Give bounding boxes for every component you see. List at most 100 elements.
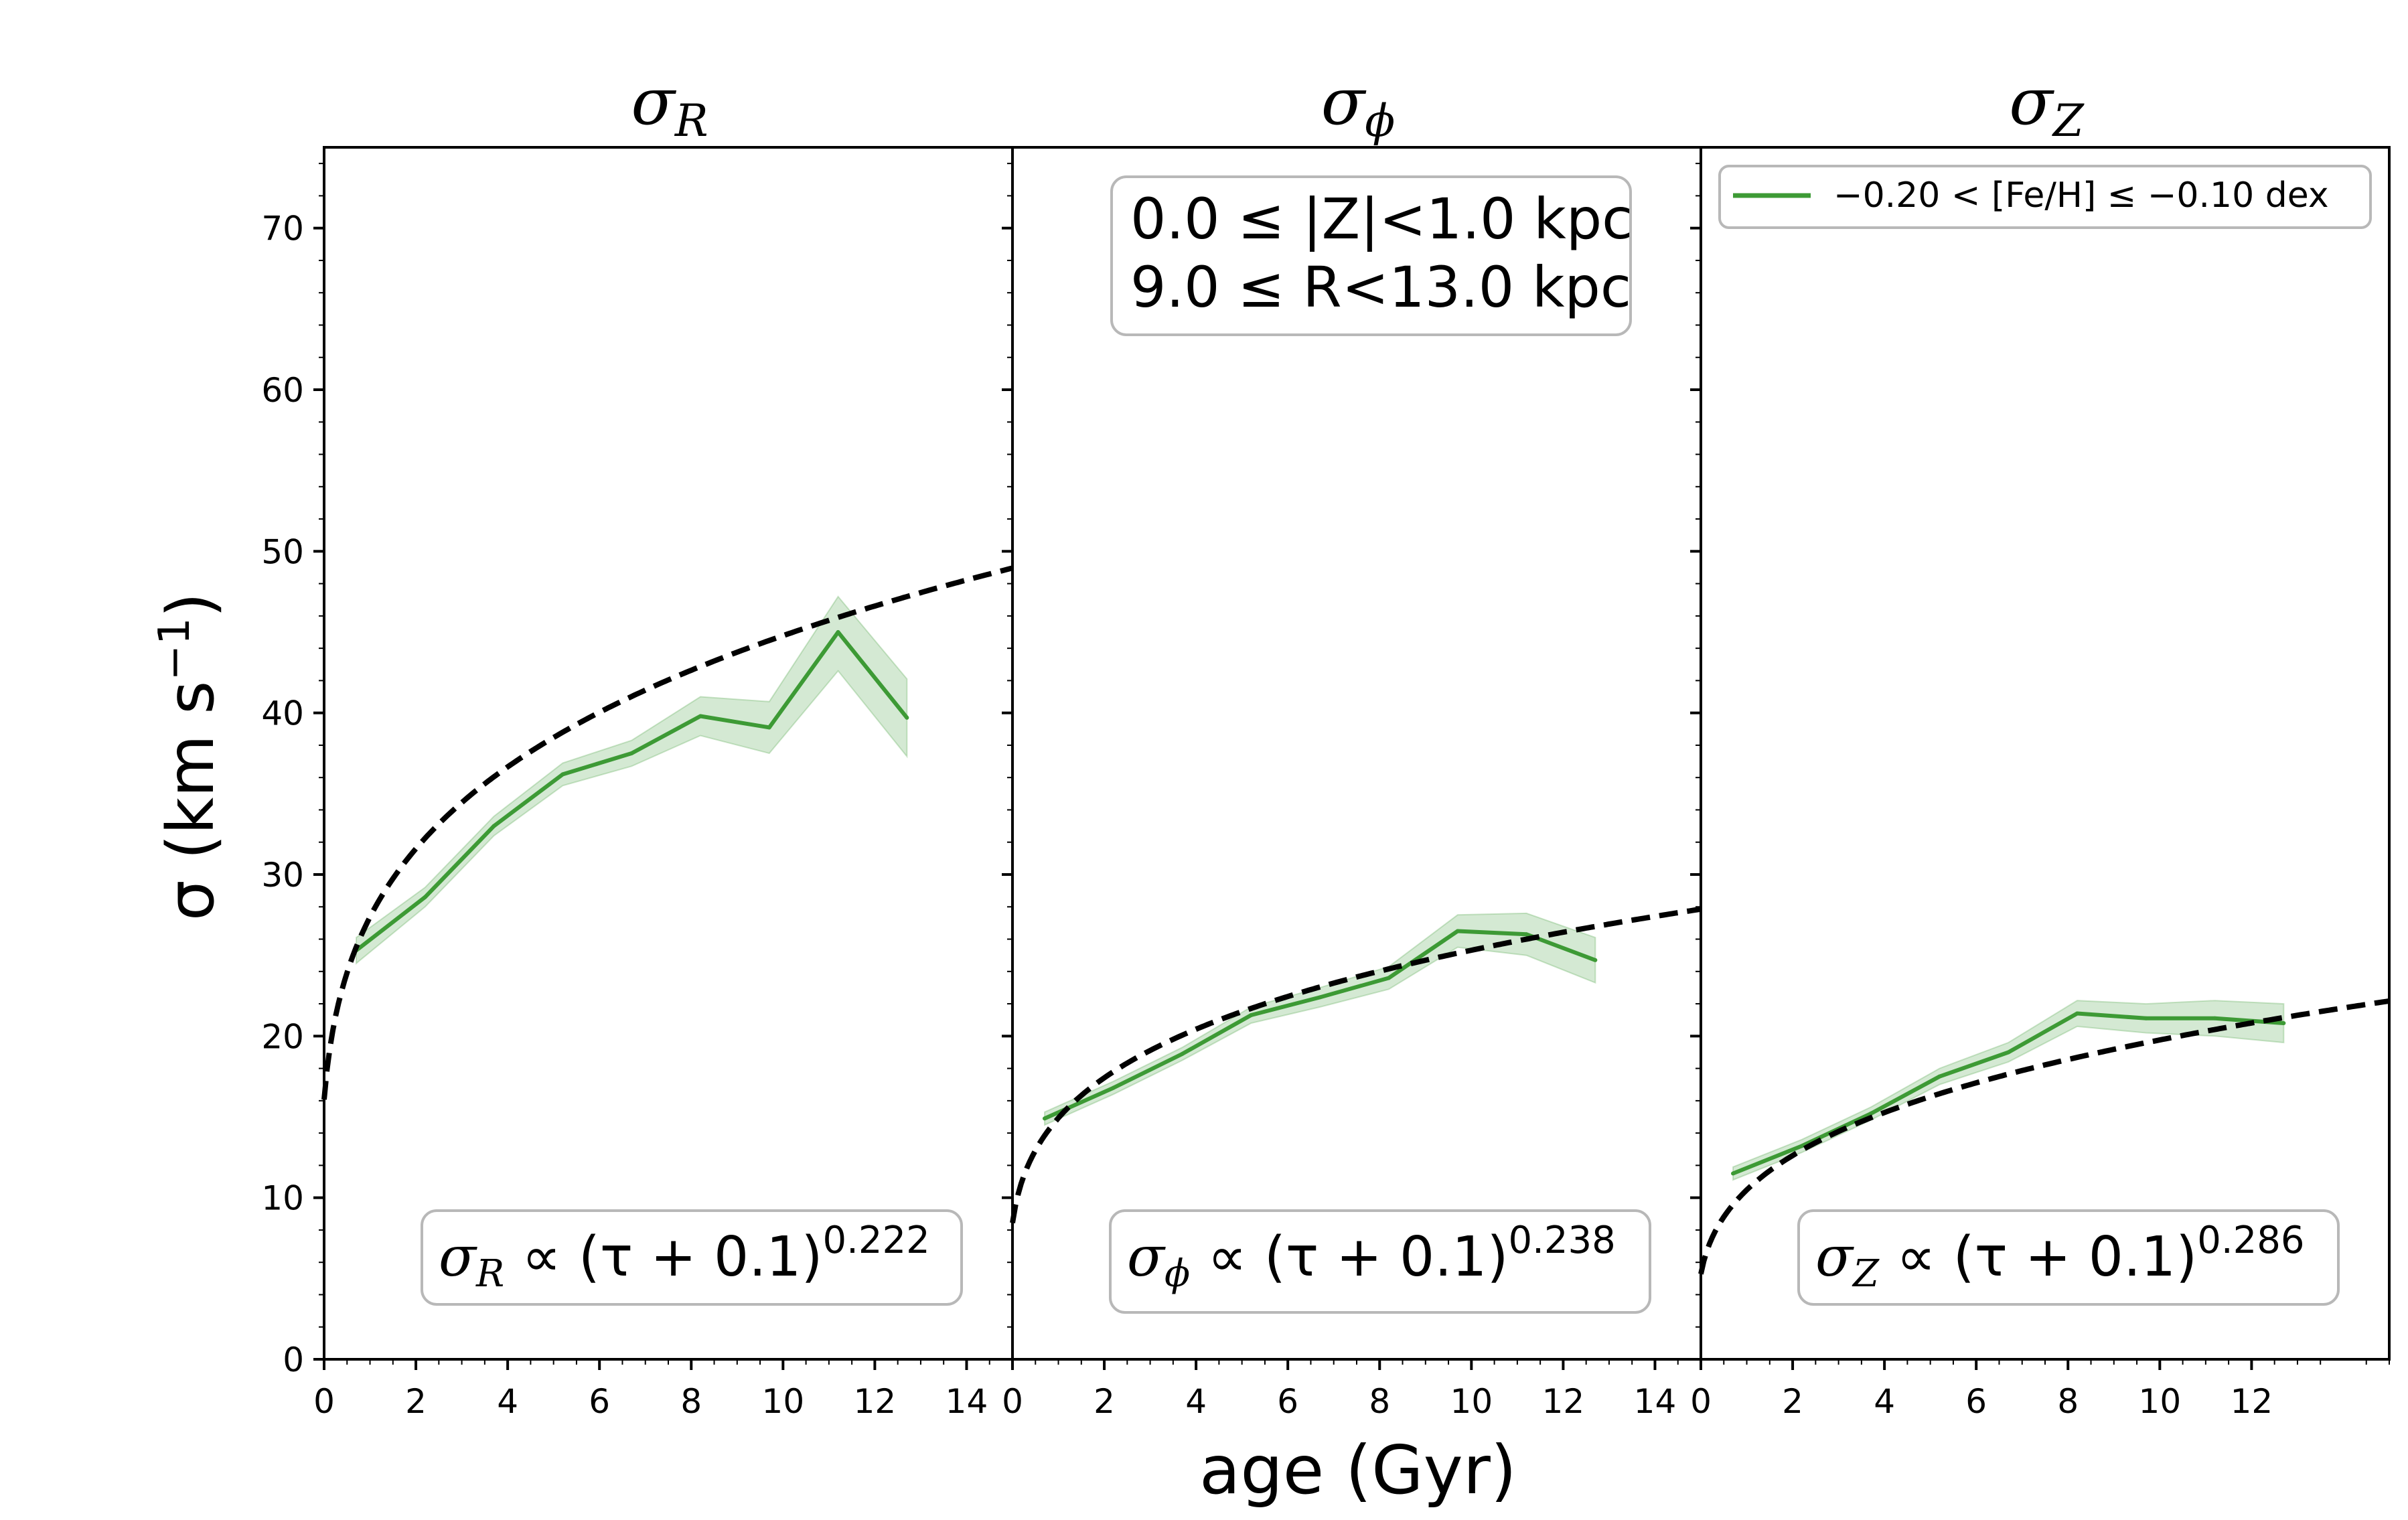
data-point-sigma-z: [2075, 1011, 2079, 1016]
panel-title-sigma-z: σZ: [2009, 64, 2085, 147]
error-band-sigma-z: [1732, 1000, 2285, 1181]
legend-entry: −0.20 < [Fe/H] ≤ −0.10 dex: [1833, 175, 2329, 216]
panel-sigma-z: 0 2 4 6 8 10 12: [1690, 146, 2391, 1421]
region-annotation-z-range: 0.0 ≤ |Z|<1.0 kpc: [1130, 186, 1633, 252]
x-tick-label-sigma-phi: 10: [1450, 1382, 1493, 1421]
x-tick-label-sigma-z: 2: [1782, 1382, 1803, 1421]
y-tick-label-sigma-r: 20: [261, 1017, 304, 1056]
region-annotation-frame: [1110, 175, 1632, 336]
y-tick-label-sigma-r: 60: [261, 371, 304, 410]
data-point-sigma-z: [2281, 1021, 2286, 1026]
plot-frame-sigma-r: [323, 146, 1014, 1361]
data-point-sigma-z: [1937, 1074, 1942, 1079]
data-point-sigma-z: [1730, 1171, 1735, 1176]
data-point-sigma-phi: [1042, 1116, 1047, 1121]
data-point-sigma-z: [2143, 1016, 2148, 1020]
x-tick-label-sigma-phi: 12: [1542, 1382, 1585, 1421]
series-line-sigma-z: [1732, 1011, 2284, 1176]
y-tick-label-sigma-r: 30: [261, 856, 304, 895]
error-band-sigma-r: [356, 595, 908, 965]
fit-curve-sigma-phi: [1010, 906, 1702, 1223]
fit-label-sigma-r-expr: ∝ (τ + 0.1): [504, 1225, 822, 1289]
x-tick-label-sigma-z: 4: [1874, 1382, 1895, 1421]
data-point-sigma-phi: [1318, 995, 1323, 1000]
fit-label-sigma-r: σR ∝ (τ + 0.1)0.222: [421, 1209, 963, 1306]
y-axis-label-close: ): [153, 593, 228, 617]
x-tick-label-sigma-phi: 2: [1094, 1382, 1115, 1421]
data-point-sigma-r: [767, 725, 771, 730]
data-point-sigma-phi: [1180, 1051, 1185, 1056]
x-tick-label-sigma-r: 12: [854, 1382, 897, 1421]
x-tick-label-sigma-r: 8: [680, 1382, 702, 1421]
panel-sigma-r: 0 2 4 6 8 10 12 14 0 10 20 30 40 50 60 70: [261, 146, 1014, 1421]
x-tick-label-sigma-phi: 0: [1002, 1382, 1023, 1421]
legend-frame: [1718, 165, 2372, 229]
fit-label-sigma-r-subscript: R: [475, 1252, 504, 1296]
x-tick-label-sigma-z: 0: [1690, 1382, 1712, 1421]
data-point-sigma-r: [836, 630, 840, 634]
x-tick-label-sigma-r: 0: [313, 1382, 335, 1421]
data-point-sigma-phi: [1455, 929, 1460, 933]
data-point-sigma-z: [2006, 1050, 2011, 1055]
x-tick-label-sigma-r: 10: [762, 1382, 805, 1421]
panel-title-sigma-z-symbol: σ: [2009, 64, 2054, 139]
fit-label-sigma-r-text: σR ∝ (τ + 0.1)0.222: [439, 1219, 930, 1296]
legend: −0.20 < [Fe/H] ≤ −0.10 dex: [1718, 165, 2372, 229]
data-point-sigma-r: [492, 824, 496, 828]
data-point-sigma-z: [2212, 1016, 2217, 1020]
fit-curve-sigma-r: [321, 565, 1013, 1100]
x-tick-label-sigma-z: 6: [1965, 1382, 1987, 1421]
x-tick-label-sigma-z: 8: [2057, 1382, 2079, 1421]
y-tick-label-sigma-r: 40: [261, 694, 304, 733]
fit-label-sigma-z-exponent: 0.286: [2197, 1219, 2304, 1262]
x-tick-label-sigma-r: 2: [405, 1382, 427, 1421]
fit-label-sigma-phi-exponent: 0.238: [1508, 1219, 1615, 1262]
x-tick-label-sigma-r: 4: [497, 1382, 518, 1421]
panel-title-sigma-r-subscript: R: [674, 95, 708, 147]
y-tick-label-sigma-r: 50: [261, 532, 304, 571]
x-tick-label-sigma-phi: 4: [1185, 1382, 1207, 1421]
series-line-sigma-phi: [1043, 929, 1596, 1121]
data-point-sigma-phi: [1249, 1012, 1254, 1017]
data-point-sigma-r: [905, 715, 909, 720]
fit-label-sigma-phi-expr: ∝ (τ + 0.1): [1190, 1225, 1508, 1289]
y-tick-label-sigma-r: 10: [261, 1179, 304, 1218]
region-annotation: 0.0 ≤ |Z|<1.0 kpc 9.0 ≤ R<13.0 kpc: [1110, 175, 1633, 336]
data-point-sigma-r: [698, 714, 702, 718]
fit-label-sigma-z-subscript: Z: [1852, 1252, 1880, 1296]
fit-label-sigma-z-expr: ∝ (τ + 0.1): [1879, 1225, 2197, 1289]
fit-label-sigma-r-frame: [421, 1209, 963, 1306]
x-tick-label-sigma-z: 10: [2139, 1382, 2182, 1421]
x-tick-label-sigma-r: 14: [946, 1382, 988, 1421]
panel-title-sigma-phi-symbol: σ: [1321, 64, 1367, 139]
fit-label-sigma-z: σZ ∝ (τ + 0.1)0.286: [1797, 1209, 2340, 1306]
fit-label-sigma-r-symbol: σ: [439, 1225, 477, 1289]
x-axis-label: age (Gyr): [1199, 1431, 1517, 1509]
data-point-sigma-phi: [1386, 976, 1391, 980]
fit-label-sigma-z-frame: [1797, 1209, 2340, 1306]
fit-label-sigma-phi-symbol: σ: [1127, 1225, 1166, 1289]
y-axis-label-exponent: −1: [150, 617, 200, 680]
data-point-sigma-phi: [1524, 932, 1529, 937]
panel-title-sigma-phi: σϕ: [1321, 64, 1396, 147]
fit-label-sigma-r-exponent: 0.222: [822, 1219, 929, 1262]
x-tick-label-sigma-z: 12: [2231, 1382, 2273, 1421]
panel-title-sigma-r: σR: [631, 64, 708, 147]
data-point-sigma-r: [423, 895, 427, 899]
fit-label-sigma-phi-frame: [1109, 1209, 1651, 1314]
fit-curve-sigma-z: [1698, 998, 2390, 1275]
fit-label-sigma-phi-subscript: ϕ: [1164, 1252, 1190, 1296]
panel-title-sigma-phi-subscript: ϕ: [1365, 95, 1395, 147]
data-point-sigma-r: [560, 772, 565, 777]
x-tick-label-sigma-phi: 8: [1369, 1382, 1390, 1421]
x-tick-label-sigma-phi: 14: [1634, 1382, 1677, 1421]
panel-sigma-phi: 0 2 4 6 8 10 12 14: [1002, 146, 1702, 1421]
panel-title-sigma-r-symbol: σ: [631, 64, 676, 139]
y-tick-label-sigma-r: 0: [283, 1341, 304, 1379]
data-point-sigma-r: [629, 751, 634, 755]
x-tick-label-sigma-r: 6: [589, 1382, 610, 1421]
fit-label-sigma-z-text: σZ ∝ (τ + 0.1)0.286: [1815, 1219, 2305, 1296]
plot-frame-sigma-z: [1700, 146, 2391, 1361]
y-tick-label-sigma-r: 70: [261, 210, 304, 248]
